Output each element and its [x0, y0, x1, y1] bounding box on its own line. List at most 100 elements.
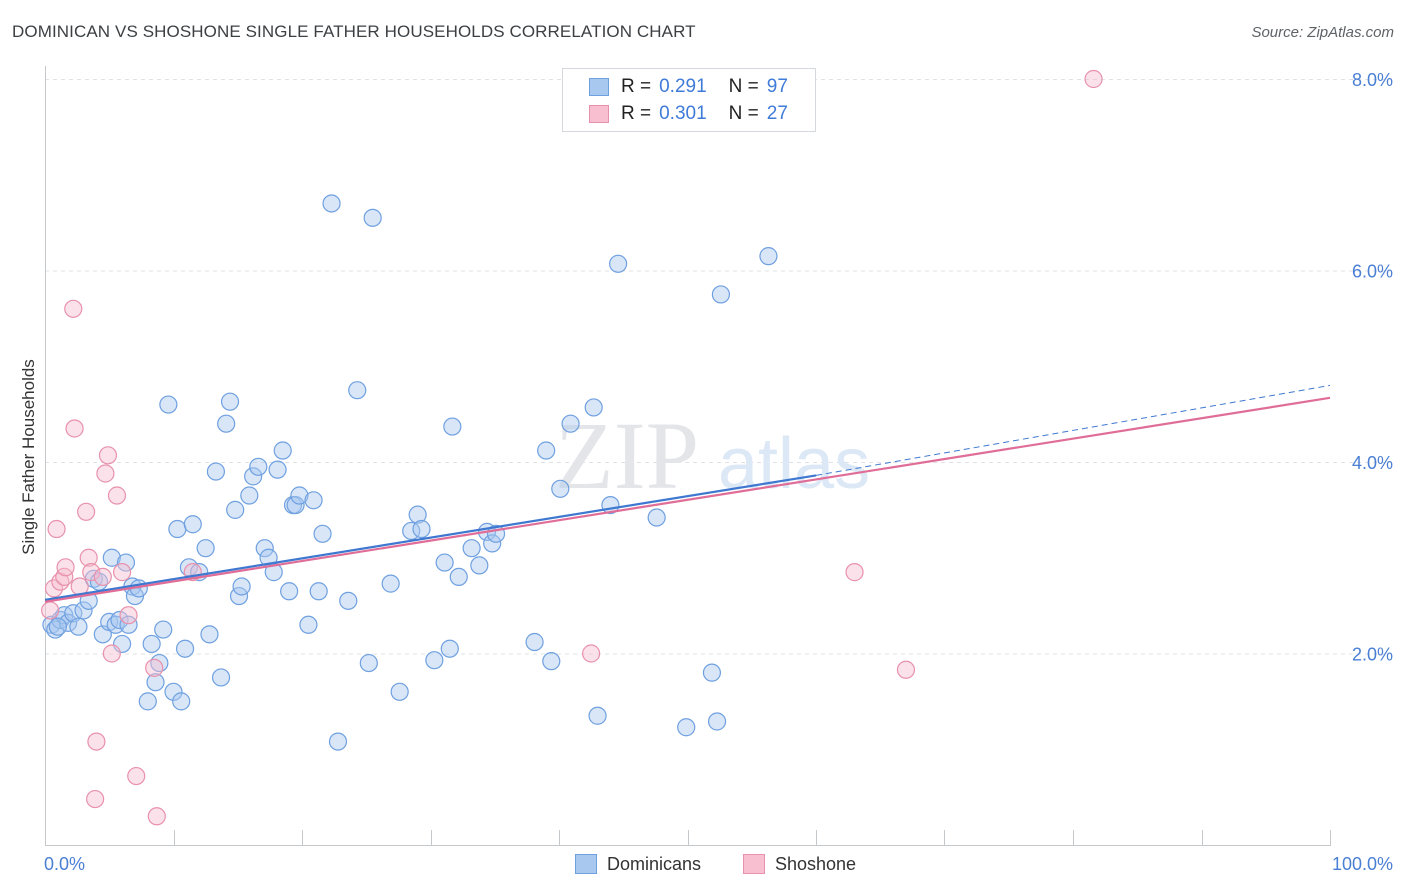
dominican-point [322, 194, 341, 213]
dominican-point [220, 392, 240, 411]
bottom-swatch-pink [743, 854, 765, 874]
dominican-point [677, 718, 696, 737]
dominican-point [313, 524, 332, 543]
legend-row-shoshone: R = 0.301 N = 27 [589, 102, 810, 126]
shoshone-point [77, 502, 96, 521]
shoshone-point [145, 658, 164, 677]
dominican-point [390, 682, 409, 701]
dominican-point [363, 208, 382, 227]
trend-lines [44, 384, 1331, 603]
dominican-point [226, 500, 245, 519]
bottom-swatch-blue [575, 854, 597, 874]
dominican-point [119, 615, 138, 634]
dominican-point [408, 505, 427, 524]
dominican-point [702, 663, 722, 682]
axes [45, 66, 1331, 846]
shoshone-point [98, 446, 118, 465]
dominican-point [232, 577, 251, 596]
dominican-point [412, 519, 431, 539]
dominican-point [339, 591, 358, 610]
source-label: Source: ZipAtlas.com [1251, 24, 1394, 41]
dominican-point [707, 712, 727, 731]
dominican-point [168, 519, 187, 539]
dominican-point [164, 682, 183, 701]
dominican-point [244, 467, 263, 486]
dominican-point [425, 651, 444, 670]
dominican-point [588, 706, 607, 725]
dominican-point [647, 508, 666, 527]
shoshone-point [55, 567, 74, 587]
dominican-point [183, 515, 202, 534]
dominican-point [268, 460, 287, 479]
shoshone-point [107, 486, 127, 505]
dominican-point [240, 486, 259, 505]
shoshone-point [147, 807, 166, 826]
y-tick-label: 2.0% [1352, 645, 1393, 665]
dominican-point [328, 732, 348, 751]
dominican-point [59, 613, 78, 632]
chart-title: DOMINICAN VS SHOSHONE SINGLE FATHER HOUS… [12, 22, 696, 41]
dominican-point [138, 692, 157, 711]
shoshone-point [845, 563, 864, 582]
shoshone-point [1084, 69, 1103, 89]
y-tick-label: 6.0% [1352, 262, 1393, 282]
shoshone-point [93, 567, 112, 587]
dominican-point [759, 247, 778, 266]
dominican-point [551, 479, 570, 498]
dominican-point [273, 441, 292, 460]
y-tick-label: 4.0% [1352, 453, 1393, 473]
shoshone-point [96, 464, 115, 483]
shoshone-point [112, 563, 132, 582]
r-value: 0.301 [659, 103, 707, 124]
dominican-point [537, 441, 556, 460]
dominican-point [440, 639, 459, 658]
shoshone-point [64, 299, 83, 318]
dominican-point [443, 417, 462, 436]
dominican-point [359, 653, 378, 673]
shoshone-point [87, 732, 106, 751]
dominican-point [175, 639, 195, 658]
dominican-point [462, 539, 481, 558]
dominican-point [290, 486, 309, 505]
dominican-point [154, 620, 173, 639]
bottom-legend-dominicans: Dominicans [575, 852, 701, 876]
dominican-point [69, 617, 88, 636]
dominican-point [196, 539, 215, 558]
dominican-point [217, 414, 236, 433]
n-value: 27 [766, 103, 788, 124]
dominican-point [348, 381, 367, 400]
shoshone-point [896, 660, 916, 679]
shoshone-point [86, 789, 105, 809]
dominican-point [280, 582, 299, 601]
x-tick-label-min: 0.0% [44, 854, 85, 874]
y-axis-label: Single Father Households [19, 359, 38, 555]
dominican-point [146, 673, 165, 692]
stats-legend: R = 0.291 N = 97 R = 0.301 N = 27 [562, 68, 816, 132]
shoshone-point [44, 579, 64, 598]
n-label: N = [728, 76, 759, 97]
dominican-point [211, 668, 231, 687]
legend-swatch-blue [589, 78, 609, 96]
dominican-point [525, 632, 544, 652]
n-value: 97 [766, 76, 788, 97]
shoshone-point [127, 766, 146, 786]
shoshone-point [41, 601, 60, 620]
shoshone-point [582, 644, 601, 663]
dominican-point [172, 692, 191, 711]
legend-swatch-pink [589, 105, 609, 123]
y-tick-label: 8.0% [1352, 70, 1393, 90]
n-label: N = [728, 103, 759, 124]
dominican-point [470, 556, 489, 575]
dominican-point [110, 610, 129, 630]
dominican-point [249, 457, 268, 476]
dominican-point [159, 395, 178, 414]
dominican-point [116, 553, 136, 572]
dominican-point [711, 285, 731, 304]
bottom-legend-label: Dominicans [607, 853, 702, 874]
dominican-point [48, 617, 67, 636]
dominican-point [381, 574, 400, 593]
shoshone-trend-line [44, 396, 1331, 603]
dominican-point [449, 567, 468, 587]
dominican-point [584, 398, 603, 417]
